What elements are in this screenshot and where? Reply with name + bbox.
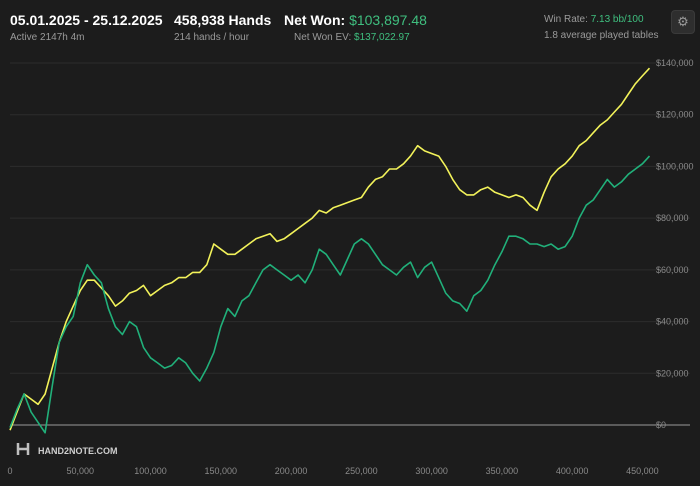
active-time: Active 2147h 4m (10, 32, 85, 43)
x-tick-label: 250,000 (345, 466, 378, 476)
series-net-won-ev (9, 67, 651, 431)
x-tick-label: 150,000 (205, 466, 238, 476)
x-tick-label: 350,000 (486, 466, 519, 476)
y-tick-label: $40,000 (656, 317, 689, 327)
y-axis-ticks: $0 $20,000 $40,000 $60,000 $80,000 $100,000 $1… (656, 58, 694, 430)
net-won: Net Won: $103,897.48 (284, 12, 427, 28)
y-tick-label: $0 (656, 420, 666, 430)
average-tables: 1.8 average played tables (544, 30, 659, 41)
y-tick-label: $100,000 (656, 161, 694, 171)
series-lines (9, 67, 651, 434)
x-tick-label: 400,000 (556, 466, 589, 476)
x-tick-label: 0 (7, 466, 12, 476)
hand2note-logo-mark (16, 443, 30, 455)
y-tick-label: $120,000 (656, 110, 694, 120)
net-won-value: $103,897.48 (349, 12, 427, 28)
y-tick-label: $60,000 (656, 265, 689, 275)
x-tick-label: 200,000 (275, 466, 308, 476)
graph-area: $0 $20,000 $40,000 $60,000 $80,000 $100,000 $1… (7, 58, 694, 476)
y-tick-label: $140,000 (656, 58, 694, 68)
x-tick-label: 50,000 (67, 466, 95, 476)
x-axis-ticks: 0 50,000 100,000 150,000 200,000 250,000 300,0… (7, 466, 658, 476)
stats-header: 05.01.2025 - 25.12.2025 Active 2147h 4m … (0, 0, 700, 50)
hands-count: 458,938 Hands (174, 12, 272, 28)
x-tick-label: 300,000 (415, 466, 448, 476)
date-range: 05.01.2025 - 25.12.2025 (10, 12, 163, 28)
net-won-ev-label: Net Won EV: (294, 32, 352, 43)
win-rate-value: 7.13 bb/100 (590, 14, 644, 25)
win-rate-label: Win Rate: (544, 14, 588, 25)
net-won-ev-value: $137,022.97 (354, 32, 410, 43)
x-tick-label: 450,000 (626, 466, 659, 476)
y-tick-label: $80,000 (656, 213, 689, 223)
series-net-won (9, 155, 651, 434)
net-won-ev: Net Won EV: $137,022.97 (294, 32, 410, 43)
net-won-label: Net Won: (284, 12, 346, 28)
gear-icon: ⚙ (677, 14, 689, 29)
settings-button[interactable]: ⚙ (671, 10, 695, 34)
win-rate: Win Rate: 7.13 bb/100 (544, 14, 644, 25)
hands-rate: 214 hands / hour (174, 32, 250, 43)
grid (10, 62, 690, 426)
x-tick-label: 100,000 (134, 466, 167, 476)
y-tick-label: $20,000 (656, 368, 689, 378)
hand2note-logo: HAND2NOTE.COM (16, 443, 118, 456)
hand2note-logo-text: HAND2NOTE.COM (38, 446, 118, 456)
